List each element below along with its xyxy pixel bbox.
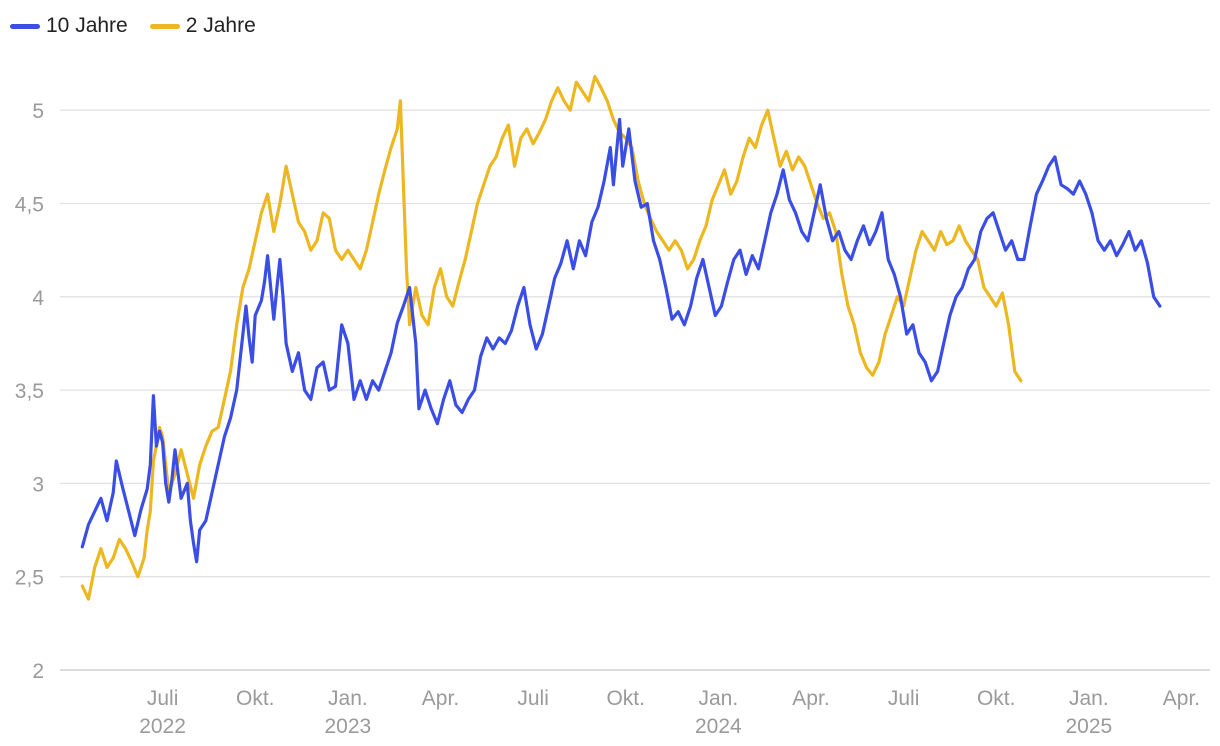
x-tick-year-label: 2022	[139, 715, 186, 738]
x-tick-label: Okt.	[977, 687, 1016, 710]
x-tick-year-label: 2024	[695, 715, 742, 738]
series-line-2-jahre[interactable]	[80, 75, 1023, 601]
legend-label-2-jahre: 2 Jahre	[185, 14, 256, 37]
y-tick-label: 2,5	[15, 567, 44, 590]
legend-item-10-jahre[interactable]: 10 Jahre	[10, 14, 128, 38]
x-tick-label: Juli	[888, 687, 920, 710]
x-tick-label: Apr.	[792, 687, 829, 710]
x-tick-label: Juli	[517, 687, 549, 710]
series-line-10-jahre[interactable]	[80, 117, 1162, 564]
x-axis-tick-labels: Juli 2022 Okt. Jan. 2023 Apr. Juli Okt. Jan. 2024…	[139, 687, 1200, 738]
legend-swatch-10-jahre	[10, 23, 40, 29]
series-lines	[80, 75, 1162, 601]
y-tick-label: 2	[32, 660, 44, 683]
y-tick-label: 3	[32, 473, 44, 496]
x-tick-label: Jan.	[328, 687, 368, 710]
x-tick-label: Apr.	[1163, 687, 1200, 710]
x-tick-label: Okt.	[606, 687, 645, 710]
legend: 10 Jahre 2 Jahre	[10, 14, 256, 38]
gridlines	[60, 109, 1210, 671]
y-tick-label: 4	[32, 287, 44, 310]
x-tick-label: Apr.	[422, 687, 459, 710]
x-tick-label: Okt.	[236, 687, 275, 710]
x-tick-label: Jan.	[699, 687, 739, 710]
y-tick-label: 3,5	[15, 380, 44, 403]
legend-swatch-2-jahre	[149, 23, 180, 29]
y-tick-label: 4,5	[15, 194, 44, 217]
y-tick-label: 5	[32, 100, 44, 123]
x-tick-year-label: 2025	[1065, 715, 1112, 738]
x-tick-label: Juli	[147, 687, 179, 710]
x-tick-label: Jan.	[1069, 687, 1109, 710]
y-axis-tick-labels: 2 2,5 3 3,5 4 4,5 5	[15, 100, 45, 683]
legend-label-10-jahre: 10 Jahre	[46, 14, 128, 37]
x-tick-year-label: 2023	[325, 715, 372, 738]
legend-item-2-jahre[interactable]: 2 Jahre	[149, 14, 256, 38]
